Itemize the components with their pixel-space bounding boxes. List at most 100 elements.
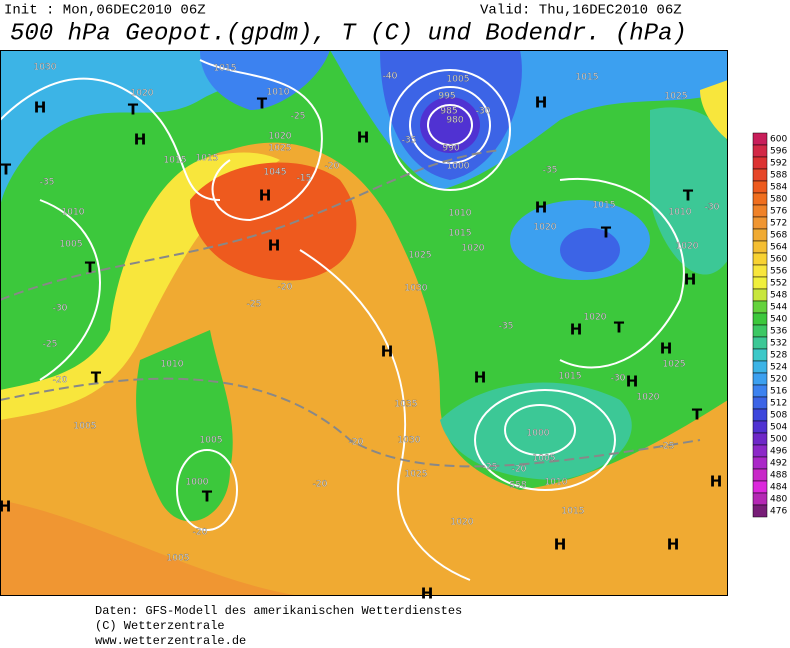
scale-label: 532	[770, 339, 787, 349]
pressure-center: T	[601, 224, 612, 242]
color-swatch	[752, 144, 768, 158]
init-time: Init : Mon,06DEC2010 06Z	[4, 3, 206, 19]
contour-label: 1015	[214, 64, 237, 74]
contour-label: 985	[440, 107, 457, 117]
contour-label: 1005	[200, 436, 223, 446]
contour-label: 1005	[74, 422, 97, 432]
scale-label: 536	[770, 327, 787, 337]
color-swatch	[752, 252, 768, 266]
color-swatch	[752, 204, 768, 218]
contour-label: -30	[53, 304, 68, 314]
footer-line: (C) Wetterzentrale	[95, 619, 225, 633]
pressure-center: T	[128, 101, 139, 119]
pressure-center: H	[268, 237, 281, 255]
scale-label: 496	[770, 447, 787, 457]
contour-label: 1005	[533, 454, 556, 464]
color-swatch	[752, 276, 768, 290]
pressure-center: H	[259, 187, 272, 205]
pressure-center: H	[684, 271, 697, 289]
contour-label: 1035	[395, 400, 418, 410]
contour-label: 1020	[584, 313, 607, 323]
scale-label: 524	[770, 363, 787, 373]
contour-label: 1030	[405, 284, 428, 294]
scale-label: 592	[770, 159, 787, 169]
scale-label: 576	[770, 207, 787, 217]
color-swatch	[752, 216, 768, 230]
scale-label: 492	[770, 459, 787, 469]
contour-label: 1020	[131, 89, 154, 99]
contour-label: 1010	[545, 478, 568, 488]
contour-label: 980	[446, 116, 463, 126]
contour-label: -20	[313, 480, 328, 490]
contour-label: 1025	[665, 92, 688, 102]
scale-label: 504	[770, 423, 787, 433]
contour-label: -30	[476, 107, 491, 117]
scale-label: 540	[770, 315, 787, 325]
contour-label: -30	[705, 203, 720, 213]
color-swatch	[752, 456, 768, 470]
contour-label: -15	[297, 174, 312, 184]
contour-label: -25	[291, 112, 306, 122]
color-swatch	[752, 432, 768, 446]
contour-label: -20	[53, 376, 68, 386]
color-swatch	[752, 228, 768, 242]
color-swatch	[752, 132, 768, 146]
contour-label: 1045	[264, 168, 287, 178]
contour-label: 1015	[164, 156, 187, 166]
contour-label: 1030	[398, 436, 421, 446]
contour-label: 1025	[269, 144, 292, 154]
scale-label: 556	[770, 267, 787, 277]
pressure-center: T	[692, 406, 703, 424]
contour-label: -35	[499, 322, 514, 332]
scale-label: 564	[770, 243, 787, 253]
contour-label: -25	[660, 442, 675, 452]
pressure-center: T	[1, 161, 12, 179]
color-swatch	[752, 156, 768, 170]
contour-label: 1010	[449, 209, 472, 219]
contour-label: 1025	[405, 470, 428, 480]
contour-label: 990	[442, 144, 459, 154]
contour-label: -30	[611, 374, 626, 384]
color-swatch	[752, 324, 768, 338]
pressure-center: H	[357, 129, 370, 147]
color-swatch	[752, 180, 768, 194]
scale-label: 476	[770, 507, 787, 517]
pressure-center: H	[34, 99, 47, 117]
color-swatch	[752, 360, 768, 374]
valid-time: Valid: Thu,16DEC2010 06Z	[480, 3, 682, 19]
color-swatch	[752, 384, 768, 398]
contour-label: 1010	[669, 208, 692, 218]
color-swatch	[752, 288, 768, 302]
contour-label: 1000	[527, 429, 550, 439]
color-swatch	[752, 168, 768, 182]
pressure-center: H	[134, 131, 147, 149]
scale-label: 480	[770, 495, 787, 505]
pressure-center: H	[710, 473, 723, 491]
pressure-center: T	[257, 95, 268, 113]
contour-label: -20	[512, 465, 527, 475]
color-swatch	[752, 372, 768, 386]
scale-label: 508	[770, 411, 787, 421]
contour-label: -35	[40, 178, 55, 188]
scale-label: 572	[770, 219, 787, 229]
scale-label: 568	[770, 231, 787, 241]
contour-label: -20	[349, 438, 364, 448]
color-swatch	[752, 396, 768, 410]
contour-label: 1005	[167, 554, 190, 564]
scale-label: 560	[770, 255, 787, 265]
contour-label: 1015	[449, 229, 472, 239]
color-swatch	[752, 240, 768, 254]
pressure-center: H	[535, 94, 548, 112]
pressure-center: H	[0, 498, 11, 516]
contour-label: 1025	[663, 360, 686, 370]
contour-label: -25	[247, 300, 262, 310]
color-swatch	[752, 408, 768, 422]
contour-label: 1000	[447, 162, 470, 172]
pressure-center: H	[474, 369, 487, 387]
scale-label: 500	[770, 435, 787, 445]
contour-label: 1010	[267, 88, 290, 98]
scale-label: 516	[770, 387, 787, 397]
contour-label: 1005	[60, 240, 83, 250]
color-swatch	[752, 480, 768, 494]
